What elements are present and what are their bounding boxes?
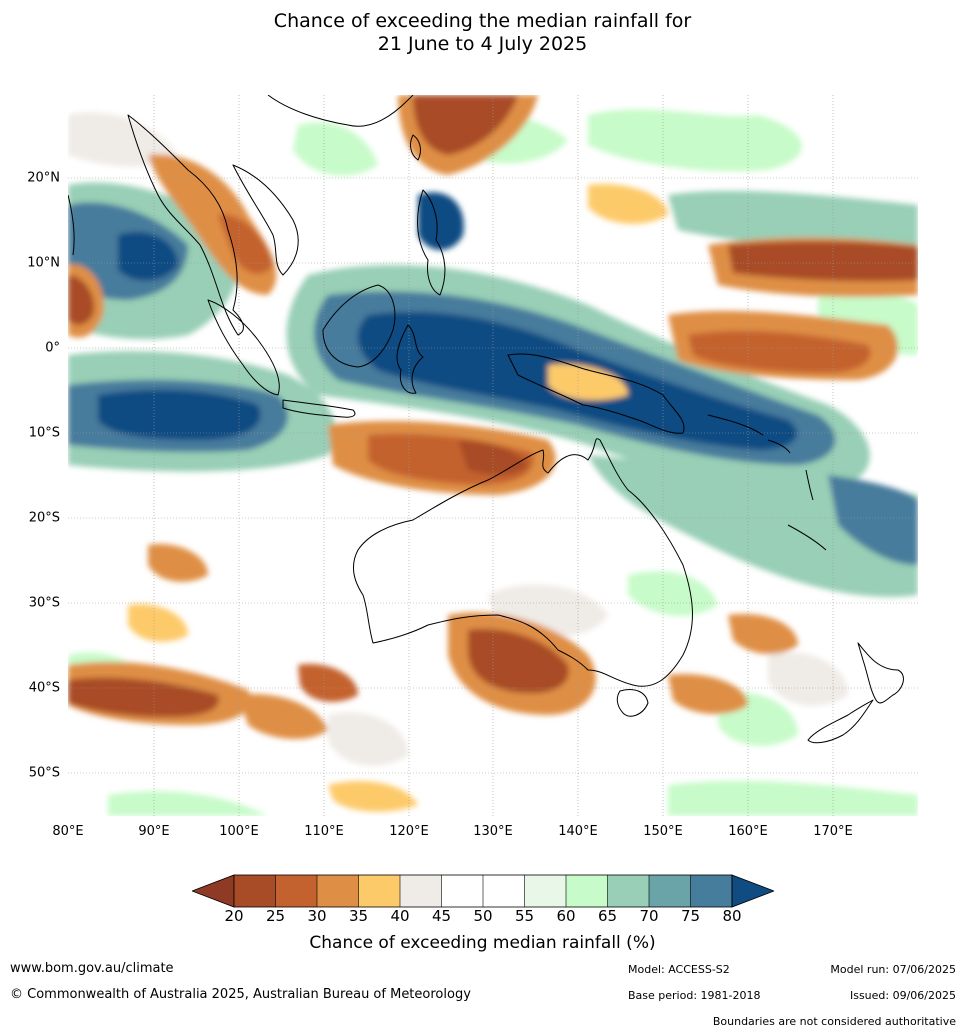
sulawesi-coastline [396, 324, 424, 394]
colorbar-segment-30-35 [317, 875, 359, 907]
vietnam-coastline [232, 164, 299, 276]
colorbar-segment-25-30 [275, 875, 317, 907]
colorbar-tick-40: 40 [390, 907, 410, 925]
lat-label-10n: 10°N [27, 255, 60, 271]
colorbar-tick-80: 80 [722, 907, 742, 925]
indochina-coastline [127, 114, 244, 336]
colorbar [192, 874, 774, 908]
colorbar-tick-65: 65 [597, 907, 618, 925]
colorbar-segment-75-80 [690, 875, 732, 907]
lon-label-80e: 80°E [52, 824, 84, 839]
colorbar-segment-45-50 [441, 875, 483, 907]
website-link[interactable]: www.bom.gov.au/climate [10, 961, 174, 976]
philippines-coastline [417, 189, 446, 296]
model-label: Model: ACCESS-S2 [628, 963, 730, 976]
colorbar-low-arrow [192, 874, 235, 908]
lat-label-equator: 0° [45, 340, 60, 356]
java-coastline [282, 399, 356, 418]
lon-label-100e: 100°E [219, 824, 259, 839]
colorbar-segment-55-60 [524, 875, 566, 907]
colorbar-high-arrow [731, 874, 774, 908]
colorbar-tick-25: 25 [265, 907, 286, 925]
colorbar-title: Chance of exceeding median rainfall (%) [309, 933, 656, 953]
coastlines [68, 95, 904, 744]
colorbar-tick-60: 60 [556, 907, 576, 925]
taiwan-coastline [410, 134, 421, 161]
new-zealand-coastline [857, 642, 904, 704]
colorbar-segment-65-70 [607, 875, 649, 907]
issued-label: Issued: 09/06/2025 [849, 989, 956, 1002]
model-run-label: Model run: 07/06/2025 [830, 963, 956, 976]
colorbar-tick-75: 75 [680, 907, 701, 925]
colorbar-tick-50: 50 [473, 907, 493, 925]
india-coastline [68, 194, 75, 256]
colorbar-segment-20-25 [234, 875, 276, 907]
lon-label-160e: 160°E [728, 824, 768, 839]
new-caledonia-coastline [787, 524, 827, 551]
vanuatu-coastline [805, 469, 814, 501]
lat-label-40s: 40°S [28, 680, 60, 696]
lon-label-150e: 150°E [643, 824, 683, 839]
china-coastline [267, 95, 414, 127]
lat-label-30s: 30°S [28, 595, 60, 611]
lat-label-20n: 20°N [27, 170, 60, 186]
lat-label-10s: 10°S [28, 425, 60, 441]
colorbar-tick-55: 55 [514, 907, 535, 925]
new-guinea-coastline [507, 353, 685, 434]
title-line-1: Chance of exceeding the median rainfall … [273, 10, 692, 32]
lat-label-20s: 20°S [28, 510, 60, 526]
colorbar-tick-20: 20 [224, 907, 244, 925]
colorbar-segment-35-40 [358, 875, 400, 907]
lat-label-50s: 50°S [28, 765, 60, 781]
colorbar-tick-30: 30 [307, 907, 327, 925]
lon-label-130e: 130°E [473, 824, 513, 839]
copyright-text: © Commonwealth of Australia 2025, Austra… [10, 987, 471, 1002]
colorbar-segment-50-55 [483, 875, 525, 907]
rainfall-map [68, 95, 918, 816]
colorbar-tick-35: 35 [348, 907, 369, 925]
title-line-2: 21 June to 4 July 2025 [377, 33, 588, 55]
base-period-label: Base period: 1981-2018 [628, 989, 761, 1002]
lon-label-120e: 120°E [389, 824, 429, 839]
colorbar-segment-40-45 [400, 875, 442, 907]
tasmania-coastline [616, 689, 649, 717]
colorbar-tick-45: 45 [431, 907, 452, 925]
lon-label-140e: 140°E [558, 824, 598, 839]
new-zealand-south-coastline [807, 699, 874, 744]
rainfall-shading [68, 95, 918, 816]
borneo-coastline [322, 284, 396, 368]
graticule [68, 95, 918, 816]
colorbar-segment-70-75 [649, 875, 691, 907]
colorbar-segment-60-65 [566, 875, 608, 907]
lon-label-170e: 170°E [813, 824, 853, 839]
lon-label-90e: 90°E [138, 824, 170, 839]
colorbar-tick-70: 70 [639, 907, 659, 925]
boundaries-disclaimer: Boundaries are not considered authoritat… [712, 1015, 956, 1028]
chart-title: Chance of exceeding the median rainfall … [0, 10, 965, 56]
solomon-islands-coastline [707, 414, 791, 454]
australia-coastline [352, 438, 693, 687]
lon-label-110e: 110°E [304, 824, 344, 839]
